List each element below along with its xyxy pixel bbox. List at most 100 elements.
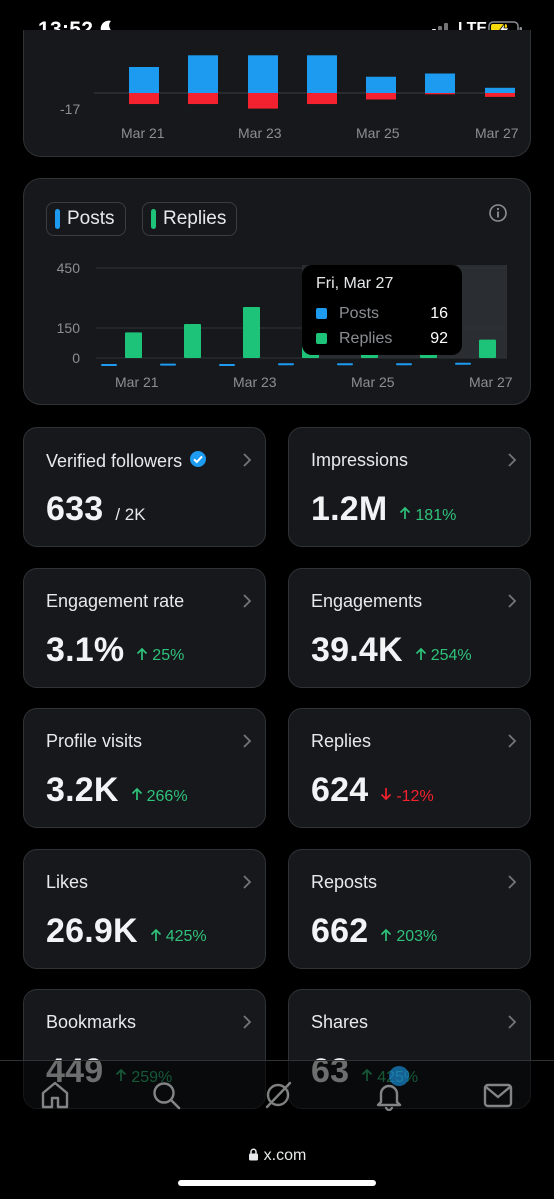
home-indicator bbox=[178, 1180, 376, 1186]
search-icon[interactable] bbox=[150, 1079, 182, 1111]
tooltip-replies-value: 92 bbox=[430, 329, 448, 347]
bar-negative[interactable] bbox=[366, 93, 396, 100]
bar-negative[interactable] bbox=[425, 93, 455, 95]
legend-posts[interactable]: Posts bbox=[46, 202, 126, 236]
stat-change-value: -12% bbox=[396, 787, 434, 805]
posts-bar[interactable] bbox=[337, 363, 353, 366]
arrow-up-icon bbox=[399, 506, 415, 525]
bar-negative[interactable] bbox=[485, 93, 515, 97]
x-tick-label: Mar 23 bbox=[233, 374, 277, 390]
bar-negative[interactable] bbox=[188, 93, 218, 105]
x-tick-label: Mar 27 bbox=[469, 374, 513, 390]
legend-replies-swatch bbox=[151, 209, 156, 229]
chevron-right-icon bbox=[241, 733, 253, 754]
stat-label: Bookmarks bbox=[46, 1012, 136, 1033]
stat-label-text: Engagement rate bbox=[46, 590, 185, 611]
stat-label: Profile visits bbox=[46, 731, 142, 752]
stat-card-likes[interactable]: Likes 26.9K 425% bbox=[23, 848, 266, 969]
stat-label-text: Verified followers bbox=[46, 451, 183, 471]
engagement-bar-chart: -17 Mar 21 Mar 23 Mar 25 Mar 27 bbox=[60, 55, 519, 141]
stat-card-profile-visits[interactable]: Profile visits 3.2K 266% bbox=[23, 708, 266, 828]
stat-card-impressions[interactable]: Impressions 1.2M 181% bbox=[288, 427, 531, 547]
chevron-right-icon bbox=[241, 452, 253, 473]
bar-negative[interactable] bbox=[307, 93, 337, 105]
home-icon[interactable] bbox=[39, 1079, 71, 1111]
stat-change-value: 181% bbox=[415, 506, 457, 524]
grok-icon[interactable] bbox=[262, 1079, 294, 1111]
bar-positive[interactable] bbox=[248, 55, 278, 93]
stat-change: 25% bbox=[136, 647, 184, 666]
replies-bar[interactable] bbox=[184, 324, 201, 358]
stat-label: Reposts bbox=[311, 872, 377, 893]
stat-label: Verified followers bbox=[46, 450, 207, 473]
stat-value: 1.2M bbox=[311, 490, 388, 528]
stat-label-text: Shares bbox=[311, 1012, 369, 1032]
bar-negative[interactable] bbox=[129, 93, 159, 105]
chevron-right-icon bbox=[506, 452, 518, 473]
arrow-up-icon bbox=[131, 787, 147, 806]
notification-badge bbox=[389, 1066, 409, 1086]
info-icon[interactable] bbox=[488, 203, 508, 223]
stat-suffix: / 2K bbox=[115, 505, 146, 524]
replies-bar[interactable] bbox=[479, 339, 496, 358]
stat-value-row: 624 -12% bbox=[311, 771, 434, 810]
posts-bar[interactable] bbox=[455, 362, 471, 365]
posts-bar[interactable] bbox=[219, 364, 235, 366]
replies-bar[interactable] bbox=[243, 307, 260, 358]
bar-negative[interactable] bbox=[248, 93, 278, 109]
bar-positive[interactable] bbox=[129, 67, 159, 93]
engagement-chart-card: -17 Mar 21 Mar 23 Mar 25 Mar 27 bbox=[23, 30, 531, 157]
chevron-right-icon bbox=[241, 1014, 253, 1035]
chevron-right-icon bbox=[506, 1014, 518, 1035]
bar-positive[interactable] bbox=[485, 87, 515, 93]
tooltip-row-posts: Posts 16 bbox=[316, 301, 448, 326]
stat-change: 181% bbox=[399, 506, 456, 525]
tooltip-replies-label: Replies bbox=[339, 329, 393, 347]
stat-card-reposts[interactable]: Reposts 662 203% bbox=[288, 848, 531, 969]
notifications-icon[interactable] bbox=[373, 1079, 405, 1111]
legend-replies-label: Replies bbox=[163, 208, 227, 229]
tooltip-posts-label: Posts bbox=[339, 304, 380, 322]
stat-change-value: 25% bbox=[152, 647, 185, 664]
stat-label-text: Profile visits bbox=[46, 731, 143, 751]
browser-url-bar[interactable]: x.com bbox=[0, 1130, 554, 1199]
stat-change-value: 203% bbox=[396, 928, 438, 945]
tooltip-posts-swatch bbox=[316, 308, 327, 319]
stat-label: Shares bbox=[311, 1012, 368, 1033]
legend-replies[interactable]: Replies bbox=[142, 202, 238, 236]
x-tick-label: Mar 23 bbox=[238, 125, 282, 141]
stat-value-row: 3.2K 266% bbox=[46, 771, 188, 810]
stat-card-verified-followers[interactable]: Verified followers 633 / 2K bbox=[23, 427, 266, 547]
stat-card-engagement-rate[interactable]: Engagement rate 3.1% 25% bbox=[23, 567, 266, 688]
posts-bar[interactable] bbox=[396, 363, 412, 366]
stat-label: Engagements bbox=[311, 591, 422, 612]
posts-bar[interactable] bbox=[160, 363, 176, 366]
x-tick-label: Mar 27 bbox=[475, 125, 519, 141]
messages-icon[interactable] bbox=[482, 1079, 514, 1111]
stat-card-replies[interactable]: Replies 624 -12% bbox=[288, 708, 531, 828]
stat-label: Engagement rate bbox=[46, 591, 184, 612]
chevron-right-icon bbox=[506, 733, 518, 754]
stat-value: 3.2K bbox=[46, 771, 119, 809]
posts-bar[interactable] bbox=[278, 363, 294, 366]
x-tick-label: Mar 25 bbox=[356, 125, 400, 141]
bar-positive[interactable] bbox=[188, 55, 218, 93]
bar-positive[interactable] bbox=[307, 55, 337, 93]
stat-card-engagements[interactable]: Engagements 39.4K 254% bbox=[288, 567, 531, 688]
replies-bar[interactable] bbox=[125, 332, 142, 358]
stat-label: Impressions bbox=[311, 450, 408, 471]
stat-change: 203% bbox=[380, 928, 437, 947]
bar-positive[interactable] bbox=[425, 73, 455, 94]
stat-value: 662 bbox=[311, 911, 369, 950]
y-tick-label: 450 bbox=[57, 260, 81, 276]
chevron-right-icon bbox=[506, 874, 518, 895]
stat-change: 266% bbox=[131, 787, 188, 806]
bar-positive[interactable] bbox=[366, 76, 396, 93]
tooltip-replies-swatch bbox=[316, 333, 327, 344]
x-tick-label: Mar 21 bbox=[115, 374, 159, 390]
stat-change-value: 254% bbox=[430, 647, 472, 664]
y-tick-label: 0 bbox=[72, 350, 80, 366]
chevron-right-icon bbox=[506, 593, 518, 614]
stat-change: 425% bbox=[150, 928, 207, 947]
posts-bar[interactable] bbox=[101, 364, 117, 366]
